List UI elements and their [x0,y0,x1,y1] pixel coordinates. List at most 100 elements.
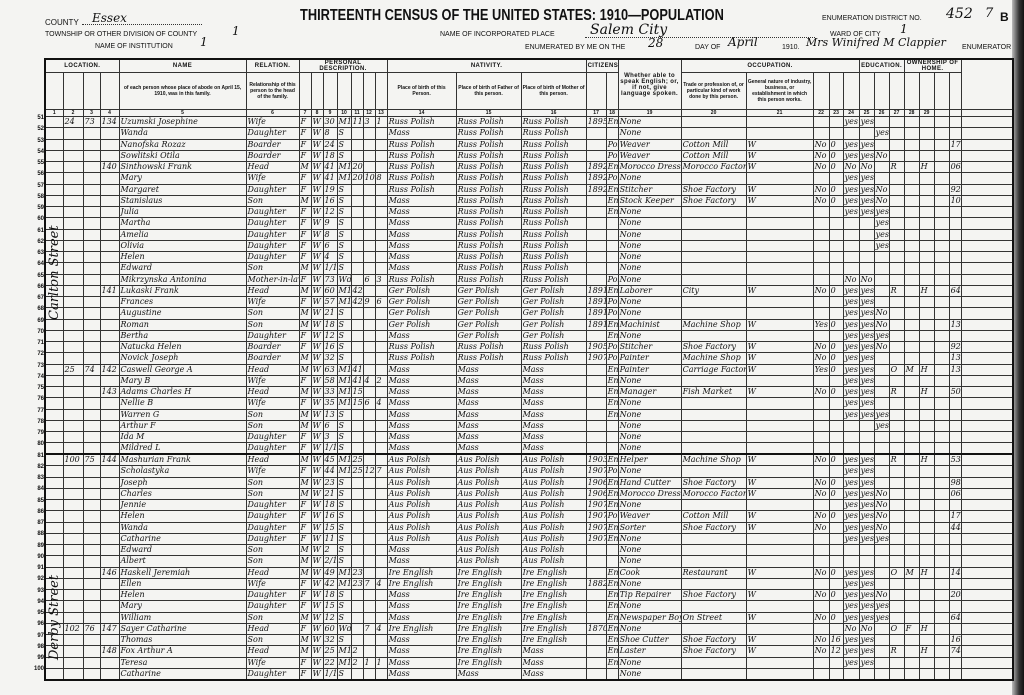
cell-language: Stitcher [617,340,682,354]
cell-employer-status [812,667,830,681]
cell-children-living [374,307,388,320]
cell-farm-or-house [933,588,950,602]
cell-race: W [310,476,324,489]
cell-father-birthplace: Mass [455,397,522,410]
cell-naturalization: English [605,611,619,624]
enumeration-month: April [728,35,758,49]
cell-employer-status: No [812,476,830,489]
cell-naturalization: English [605,453,619,467]
cell-weeks-out: yes [842,498,860,512]
cell-can-write [873,633,890,647]
cell-children-living [374,611,388,624]
cell-relation: Daughter [245,183,300,196]
table-row: William Son M W 12 S Mass Ire English Ire Englis… [44,611,1014,624]
cell-immigration-year: 1905 [585,340,607,354]
cell-out-of-work [828,307,844,320]
cell-father-birthplace: Ire English [455,633,522,647]
cell-marital-status: S [336,183,352,196]
cell-can-write [873,284,890,298]
cell-mother-birthplace: Mass [520,363,587,376]
cell-attended-school [888,510,905,523]
cell-trade [680,273,747,286]
cell-dwelling-number [82,217,101,230]
cell-weeks-out: yes [842,611,860,624]
cell-children-living [374,555,388,568]
cell-farm-schedule [948,622,962,636]
cell-children-born [362,363,376,376]
cell-race: W [310,521,324,534]
line-number: 59 [37,205,44,211]
group-occupation: OCCUPATION. [680,58,860,73]
cell-naturalization [605,217,619,230]
enumerator-name: Mrs Winifred M Clappier [806,36,946,49]
cell-naturalization: Polish [605,307,619,320]
cell-naturalization: English [605,205,619,219]
column-number: 12 [362,109,376,117]
cell-house-number [62,374,84,388]
table-row: Sowlitski Otila Boarder F W 18 S Russ Polish Ru… [44,149,1014,163]
cell-farm-or-house [933,600,950,613]
cell-children-born [362,385,376,399]
cell-mother-birthplace: Russ Polish [520,138,587,151]
cell-owned-free [918,600,935,613]
cell-trade [680,577,747,591]
cell-mother-birthplace: Aus Polish [520,555,587,568]
place-value: Salem City [590,22,668,38]
cell-sex: F [298,588,312,602]
cell-language: Shoe Cutter [617,633,682,647]
cell-code [960,318,1014,331]
cell-birthplace: Mass [386,667,457,681]
cell-age: 1/12 [322,442,338,455]
cell-farm-or-house [933,430,950,444]
cell-years-married: 20 [350,160,364,174]
cell-can-write [873,273,890,286]
cell-children-living [374,318,388,331]
cell-children-born [362,442,376,455]
cell-street [44,408,64,421]
cell-code [960,498,1014,512]
cell-name: Amelia [118,228,247,241]
cell-can-write: yes [873,205,890,219]
cell-farm-or-house [933,239,950,253]
cell-children-born [362,430,376,444]
cell-code [960,430,1014,444]
cell-owned-free [918,250,935,264]
cell-dwelling-number [82,667,101,681]
cell-father-birthplace: Mass [455,419,522,433]
cell-years-married [350,487,364,501]
cell-father-birthplace: Mass [455,667,522,681]
cell-language: Laborer [617,284,682,298]
cell-mother-birthplace: Aus Polish [520,465,587,478]
cell-immigration-year [585,273,607,286]
cell-farm-schedule: 643 [948,611,962,624]
cell-farm-or-house [933,250,950,264]
cell-sex: F [298,430,312,444]
page-title: THIRTEENTH CENSUS OF THE UNITED STATES: … [300,7,724,24]
line-number: 58 [37,193,44,200]
cell-marital-status: S [336,667,352,681]
cell-children-living [374,149,388,163]
cell-children-born: 7 [362,622,376,636]
cell-attended-school [888,262,905,275]
cell-family-number [99,228,120,241]
cell-weeks-out [842,419,860,433]
cell-marital-status: S [336,476,352,489]
cell-birthplace: Russ Polish [386,138,457,151]
cell-trade: Restaurant [680,566,747,579]
cell-code [960,521,1014,534]
cell-children-born [362,487,376,501]
cell-home-owned [903,340,920,354]
cell-race: W [310,205,324,219]
cell-naturalization: Polish [605,273,619,286]
cell-family-number [99,318,120,331]
cell-owned-free [918,419,935,433]
cell-can-write: No [873,487,890,501]
cell-dwelling-number [82,465,101,478]
cell-race: W [310,510,324,523]
cell-attended-school [888,138,905,151]
cell-farm-or-house [933,115,950,129]
cell-relation: Boarder [245,352,300,365]
cell-employer-status [812,442,830,455]
cell-name: Wanda [118,127,247,140]
cell-relation: Daughter [245,667,300,681]
